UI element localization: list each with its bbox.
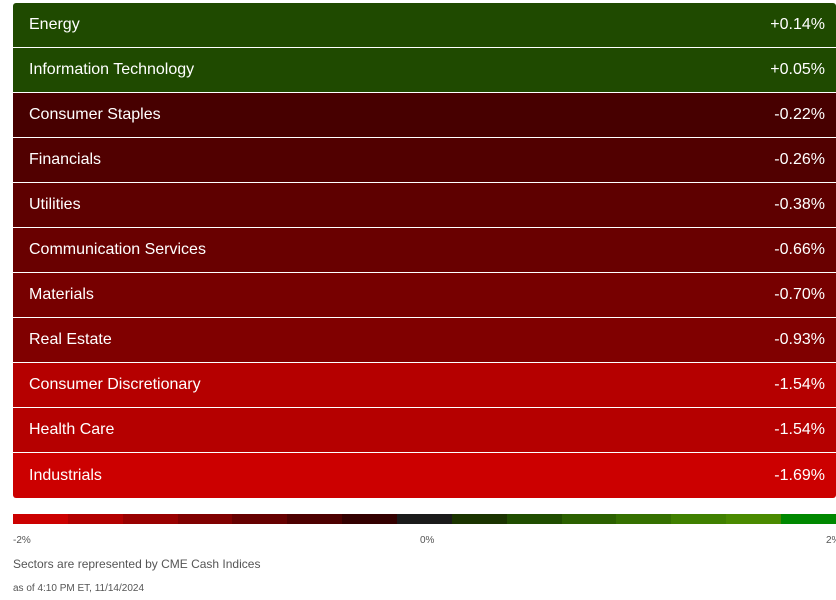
sector-name: Industrials (29, 466, 102, 484)
scale-max-label: 2% (826, 535, 836, 546)
color-scale-segment (397, 514, 452, 524)
sector-row[interactable]: Information Technology +0.05% (13, 48, 836, 93)
sector-change: -0.22% (774, 106, 825, 123)
sector-name: Real Estate (29, 331, 112, 348)
sector-name: Consumer Discretionary (29, 376, 201, 393)
color-scale-segment (177, 514, 233, 524)
sector-row[interactable]: Financials -0.26% (13, 138, 836, 183)
scale-mid-label: 0% (420, 535, 435, 546)
sector-row[interactable]: Energy +0.14% (13, 3, 836, 48)
color-scale-segment (726, 514, 782, 524)
sector-name: Materials (29, 286, 94, 303)
source-note: Sectors are represented by CME Cash Indi… (13, 557, 261, 571)
sector-name: Health Care (29, 421, 115, 438)
sector-name: Communication Services (29, 241, 206, 258)
sector-name: Energy (29, 16, 80, 33)
color-scale-segment (342, 514, 398, 524)
sector-row[interactable]: Communication Services -0.66% (13, 228, 836, 273)
sector-name: Information Technology (29, 61, 195, 78)
sector-row[interactable]: Materials -0.70% (13, 273, 836, 318)
sector-name: Utilities (29, 196, 81, 213)
sector-row[interactable]: Health Care -1.54% (13, 408, 836, 453)
sector-row[interactable]: Industrials -1.69% (13, 453, 836, 498)
sector-list: Energy +0.14% Information Technology +0.05%… (13, 3, 836, 498)
color-scale-segment (506, 514, 562, 524)
sector-change: -1.54% (774, 421, 825, 438)
sector-change: -0.66% (774, 241, 825, 258)
sector-name: Consumer Staples (29, 106, 161, 123)
sector-change: -0.70% (774, 286, 825, 303)
sector-change: +0.14% (770, 16, 825, 33)
sector-row[interactable]: Consumer Discretionary -1.54% (13, 363, 836, 408)
sector-change: -1.54% (774, 376, 825, 393)
color-scale-segment (13, 514, 68, 524)
color-scale-segment (671, 514, 727, 524)
sector-change: -0.93% (774, 331, 825, 348)
color-scale-segment (232, 514, 288, 524)
sector-change: -0.38% (774, 196, 825, 213)
sector-change: -0.26% (774, 151, 825, 168)
color-scale-segment (122, 514, 178, 524)
sector-row[interactable]: Utilities -0.38% (13, 183, 836, 228)
sector-row[interactable]: Consumer Staples -0.22% (13, 93, 836, 138)
sector-change: -1.69% (774, 466, 825, 484)
color-scale-bar (13, 514, 836, 524)
sector-row[interactable]: Real Estate -0.93% (13, 318, 836, 363)
color-scale-segment (781, 514, 836, 524)
scale-min-label: -2% (13, 535, 31, 546)
sector-change: +0.05% (770, 61, 825, 78)
color-scale-segment (561, 514, 617, 524)
color-scale-segment (616, 514, 672, 524)
color-scale-segment (67, 514, 123, 524)
color-scale-segment (287, 514, 343, 524)
timestamp: as of 4:10 PM ET, 11/14/2024 (13, 583, 145, 594)
color-scale-segment (451, 514, 507, 524)
sector-name: Financials (29, 151, 102, 168)
